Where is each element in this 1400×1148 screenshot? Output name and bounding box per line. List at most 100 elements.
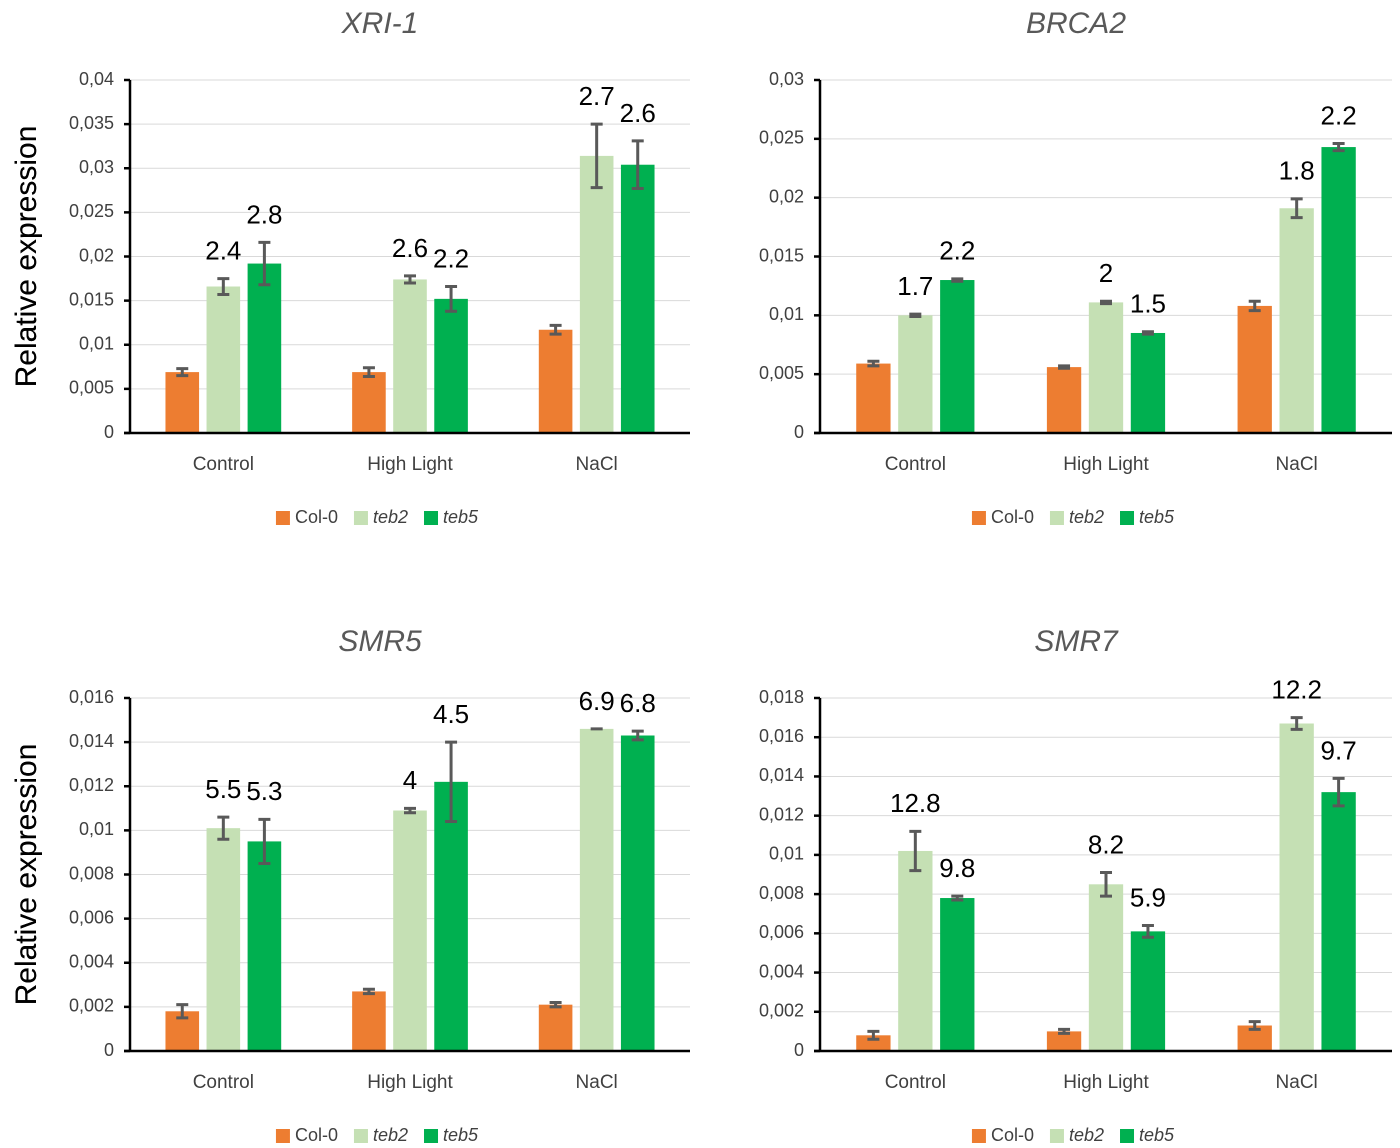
data-label: 1.8 — [1279, 156, 1315, 186]
bar — [538, 1004, 573, 1051]
y-tick-label: 0,005 — [759, 363, 804, 383]
bar — [1279, 723, 1314, 1051]
x-tick-label: High Light — [1063, 454, 1149, 475]
error-bar — [549, 323, 562, 336]
y-tick-label: 0,014 — [69, 731, 114, 751]
bar — [620, 164, 655, 433]
bar — [206, 828, 241, 1051]
data-label: 2.2 — [1321, 100, 1357, 130]
bar — [620, 735, 655, 1051]
data-label: 6.9 — [579, 686, 615, 716]
panel: BRCA2 Relative expression 0 0,005 0,01 0,015 0… — [10, 7, 1392, 527]
chart-title: SMR5 — [338, 625, 422, 658]
data-label: 2 — [1099, 258, 1113, 288]
legend-swatch — [424, 511, 439, 525]
data-label: 1.7 — [897, 271, 933, 301]
bar — [579, 155, 614, 433]
bar — [579, 728, 614, 1051]
chart-title: SMR7 — [1034, 625, 1119, 658]
y-tick-label: 0,002 — [69, 996, 114, 1016]
error-bar — [631, 139, 644, 191]
bar — [434, 781, 468, 1051]
bar — [1130, 931, 1166, 1051]
y-tick-label: 0,03 — [769, 69, 804, 89]
legend-label: Col-0 — [295, 1125, 338, 1145]
y-tick-label: 0,012 — [759, 804, 804, 824]
y-tick-label: 0,03 — [79, 157, 114, 177]
legend-label: Col-0 — [991, 1125, 1034, 1145]
error-bar — [867, 1029, 880, 1041]
legend-label: teb2 — [373, 507, 408, 527]
data-label: 2.2 — [433, 243, 469, 273]
legend-label: teb2 — [1069, 1125, 1104, 1145]
x-tick-label: NaCl — [1276, 454, 1318, 475]
error-bar — [404, 806, 416, 815]
legend-label: Col-0 — [295, 507, 338, 527]
data-label: 6.8 — [620, 688, 656, 718]
data-label: 2.8 — [246, 199, 282, 229]
x-tick-label: High Light — [367, 1072, 453, 1093]
error-bar — [404, 274, 416, 285]
bar — [1130, 332, 1166, 433]
error-bar — [217, 815, 230, 841]
bar — [856, 1035, 891, 1051]
bar — [434, 298, 468, 433]
y-axis-label: Relative expression — [10, 744, 43, 1006]
chart-title: XRI-1 — [341, 7, 419, 40]
y-tick-label: 0 — [794, 1040, 804, 1060]
bar — [1046, 1031, 1082, 1051]
y-tick-label: 0,005 — [69, 378, 114, 398]
y-tick-label: 0,035 — [69, 113, 114, 133]
bar — [1237, 305, 1272, 433]
y-tick-label: 0,004 — [759, 961, 804, 981]
bar — [1321, 147, 1356, 433]
data-label: 9.8 — [939, 853, 975, 883]
bar — [1279, 208, 1314, 433]
error-bar — [1290, 716, 1303, 731]
y-tick-label: 0,016 — [759, 726, 804, 746]
error-bar — [445, 740, 458, 824]
y-tick-label: 0,004 — [69, 952, 114, 972]
x-tick-label: NaCl — [1276, 1072, 1318, 1093]
legend-swatch — [1049, 511, 1064, 525]
legend-swatch — [353, 511, 368, 525]
legend-label: teb5 — [1139, 1125, 1175, 1145]
y-tick-label: 0,02 — [769, 186, 804, 206]
y-tick-label: 0,01 — [79, 334, 114, 354]
bar — [856, 363, 891, 433]
bar — [940, 280, 975, 433]
error-bar — [1290, 197, 1303, 220]
error-bar — [1332, 142, 1345, 153]
bar — [393, 279, 427, 433]
error-bar — [1058, 364, 1071, 370]
error-bar — [176, 367, 189, 378]
x-tick-label: Control — [193, 1072, 254, 1093]
data-label: 5.9 — [1130, 882, 1166, 912]
legend-label: teb2 — [1069, 507, 1104, 527]
error-bar — [951, 894, 964, 902]
bar — [206, 286, 241, 433]
bar — [1088, 302, 1124, 433]
error-bar — [176, 1003, 189, 1020]
panel: SMR7 Relative expression 0 0,002 0,004 0,006 0… — [10, 625, 1392, 1145]
y-tick-label: 0,014 — [759, 765, 804, 785]
y-tick-label: 0,01 — [769, 304, 804, 324]
data-label: 12.2 — [1271, 674, 1322, 704]
error-bar — [951, 277, 964, 283]
error-bar — [258, 240, 271, 287]
error-bar — [1141, 330, 1154, 336]
y-tick-label: 0,008 — [69, 863, 114, 883]
x-tick-label: High Light — [367, 454, 453, 475]
legend-swatch — [1120, 511, 1135, 525]
data-label: 1.5 — [1130, 289, 1166, 319]
y-tick-label: 0,006 — [759, 922, 804, 942]
error-bar — [1332, 776, 1345, 808]
bar — [247, 263, 282, 433]
legend-swatch — [424, 1129, 439, 1143]
legend-swatch — [971, 511, 986, 525]
bar — [393, 810, 427, 1051]
bar — [898, 315, 933, 433]
error-bar — [590, 122, 603, 190]
legend-swatch — [275, 511, 290, 525]
